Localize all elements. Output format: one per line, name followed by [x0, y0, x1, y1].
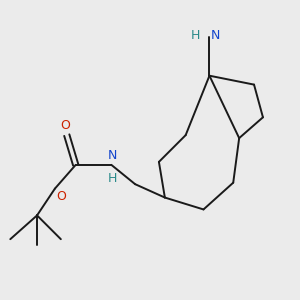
- Text: H: H: [108, 172, 118, 185]
- Text: O: O: [60, 119, 70, 132]
- Text: H: H: [190, 29, 200, 42]
- Text: O: O: [56, 190, 66, 203]
- Text: N: N: [211, 29, 220, 42]
- Text: N: N: [108, 149, 118, 162]
